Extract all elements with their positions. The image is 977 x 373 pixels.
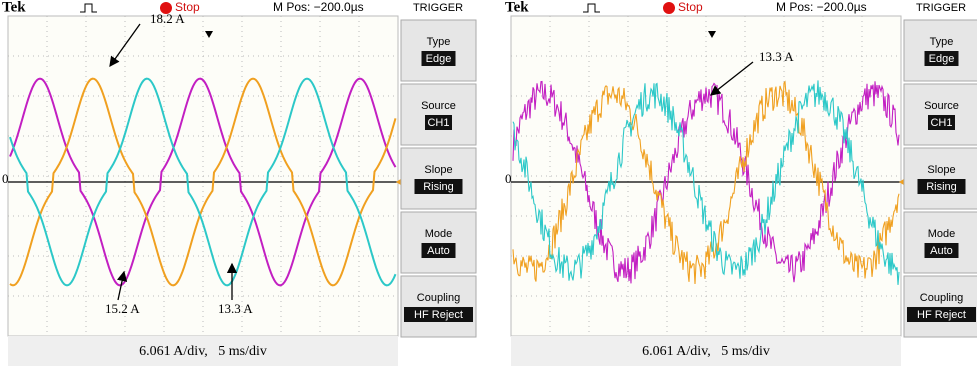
annotation: 13.3 A [218, 301, 253, 316]
menu-value: Rising [926, 181, 957, 193]
figure: 018.2 A15.2 A13.3 ATekStopM Pos: −200.0µ… [0, 0, 977, 368]
menu-value: Auto [427, 245, 450, 257]
menu-value: Auto [930, 245, 953, 257]
menu-item [904, 148, 977, 209]
menu-title: TRIGGER [413, 2, 463, 14]
menu-item [904, 84, 977, 145]
zero-label: 0 [505, 171, 512, 186]
brand: Tek [2, 0, 26, 15]
menu-item [904, 276, 977, 337]
position: M Pos: −200.0µs [273, 0, 364, 14]
position: M Pos: −200.0µs [776, 0, 867, 14]
footer-text: 6.061 A/div, 5 ms/div [642, 344, 770, 359]
menu-label: Coupling [920, 292, 963, 304]
pulse-icon [583, 4, 600, 12]
pulse-icon [80, 4, 97, 12]
footer-text: 6.061 A/div, 5 ms/div [139, 344, 267, 359]
menu-label: Mode [928, 228, 956, 240]
zero-label: 0 [2, 171, 9, 186]
menu-item [401, 276, 476, 337]
status: Stop [678, 0, 703, 14]
menu-value: Edge [426, 53, 452, 65]
menu-label: Type [427, 36, 451, 48]
menu-value: HF Reject [414, 309, 463, 321]
menu-value: CH1 [427, 117, 449, 129]
menu-value: HF Reject [917, 309, 966, 321]
brand: Tek [505, 0, 529, 15]
menu-item [401, 148, 476, 209]
annotation: 13.3 A [759, 49, 794, 64]
menu-label: Type [930, 36, 954, 48]
menu-value: Rising [423, 181, 454, 193]
menu-title: TRIGGER [916, 2, 966, 14]
menu-value: CH1 [930, 117, 952, 129]
stop-dot [160, 2, 172, 14]
menu-label: Source [924, 100, 959, 112]
menu-label: Slope [927, 164, 955, 176]
menu-item [401, 20, 476, 81]
menu-item [401, 84, 476, 145]
scope-panel: 0 13.3 A Tek Stop M Pos: −200.0µs TRIGGER Type… [505, 0, 977, 366]
menu-label: Mode [425, 228, 453, 240]
menu-item [904, 212, 977, 273]
menu-label: Slope [424, 164, 452, 176]
menu-item [904, 20, 977, 81]
menu-label: Source [421, 100, 456, 112]
menu-value: Edge [929, 53, 955, 65]
status: Stop [175, 0, 200, 14]
annotation: 15.2 A [105, 301, 140, 316]
menu-item [401, 212, 476, 273]
menu-label: Coupling [417, 292, 460, 304]
stop-dot [663, 2, 675, 14]
